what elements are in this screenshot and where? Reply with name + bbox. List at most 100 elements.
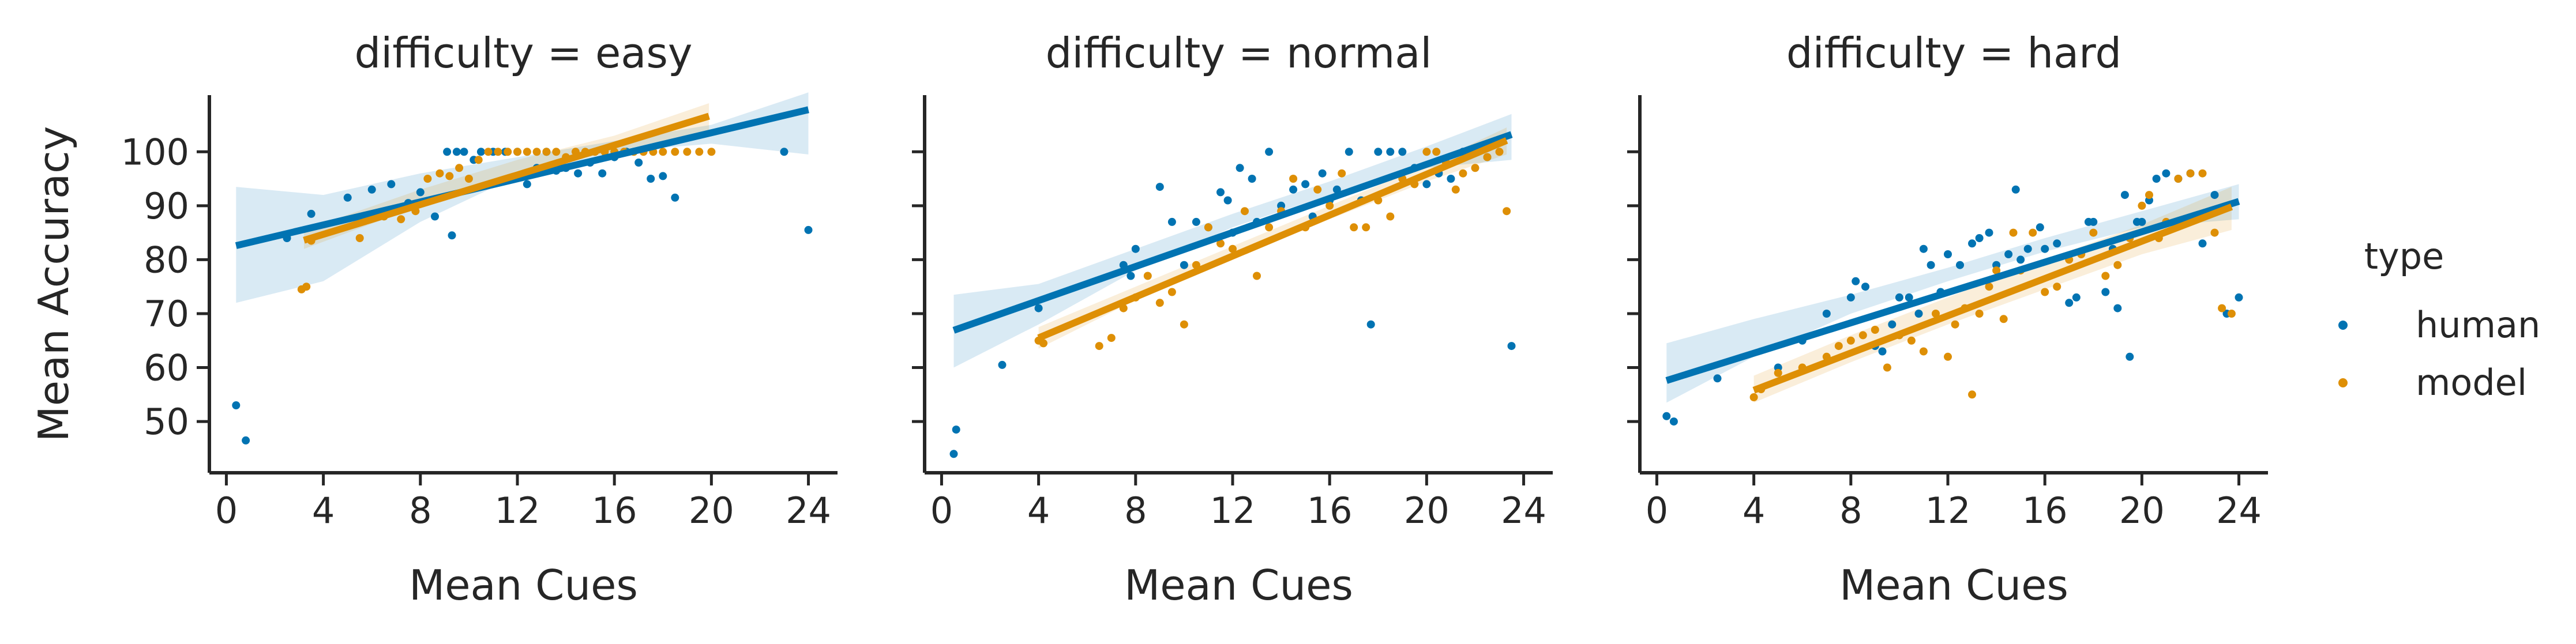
legend-title: type	[2364, 235, 2444, 277]
data-point-human	[2017, 255, 2025, 264]
data-point-human	[1905, 293, 1913, 302]
data-point-model	[2101, 272, 2110, 280]
data-point-model	[1846, 336, 1855, 345]
x-tick-label: 4	[1027, 489, 1050, 532]
legend-label-human: human	[2416, 304, 2540, 346]
data-point-model	[302, 283, 311, 291]
data-point-human	[1398, 148, 1407, 156]
data-point-human	[448, 231, 456, 240]
data-point-model	[2053, 283, 2061, 291]
data-point-model	[523, 148, 531, 156]
data-point-model	[1338, 169, 1346, 178]
data-point-human	[952, 425, 960, 434]
data-point-human	[2113, 304, 2122, 312]
data-point-human	[1507, 342, 1516, 351]
regression-line-human	[1665, 198, 2240, 384]
data-point-model	[2145, 191, 2153, 199]
data-point-model	[1907, 336, 1916, 345]
data-point-human	[1318, 169, 1327, 178]
x-tick-label: 16	[2022, 489, 2068, 532]
data-point-human	[523, 180, 531, 189]
data-point-human	[1944, 250, 1952, 258]
data-point-model	[1350, 223, 1358, 232]
data-point-model	[1951, 320, 1959, 329]
data-point-human	[1034, 304, 1043, 312]
data-point-human	[1126, 272, 1135, 280]
data-point-model	[435, 169, 444, 178]
data-point-human	[343, 193, 352, 202]
data-point-human	[2053, 239, 2061, 248]
data-point-human	[1386, 148, 1395, 156]
data-point-model	[1968, 390, 1976, 399]
data-point-human	[1975, 234, 1984, 242]
data-point-model	[1992, 266, 2001, 275]
data-point-model	[2089, 228, 2098, 237]
panel-title: difficulty = easy	[354, 29, 692, 77]
data-point-model	[1107, 334, 1116, 342]
data-point-human	[1895, 293, 1903, 302]
data-point-model	[542, 148, 551, 156]
data-point-human	[1888, 320, 1897, 329]
data-point-human	[1919, 244, 1928, 253]
data-point-model	[1495, 148, 1504, 156]
y-tick-label: 90	[144, 185, 189, 227]
data-point-human	[1914, 310, 1923, 318]
regression-line-model	[1752, 204, 2233, 394]
data-point-model	[1459, 169, 1467, 178]
data-point-human	[1180, 261, 1188, 269]
data-point-human	[416, 188, 425, 197]
data-point-human	[1422, 180, 1431, 189]
data-point-model	[2041, 288, 2049, 296]
data-point-human	[2235, 293, 2243, 302]
data-point-model	[1253, 272, 1261, 280]
data-point-model	[1985, 283, 1993, 291]
data-point-model	[1999, 315, 2008, 323]
x-tick-label: 24	[2216, 489, 2262, 532]
data-point-human	[598, 169, 607, 178]
regression-line-model	[1037, 137, 1508, 341]
data-point-human	[1155, 183, 1164, 191]
confidence-band-human	[236, 92, 809, 303]
data-point-human	[2004, 250, 2013, 258]
facet-panel-1: difficulty = normal 0 4 8 12 16 20 24 Mean Cues	[912, 29, 1553, 609]
data-point-human	[1846, 293, 1855, 302]
data-point-model	[532, 148, 541, 156]
data-point-human	[2011, 185, 2020, 194]
regression-line-model	[303, 112, 710, 244]
data-point-model	[494, 148, 502, 156]
data-point-human	[1861, 283, 1869, 291]
data-point-model	[1483, 153, 1492, 161]
data-point-model	[513, 148, 521, 156]
x-tick-label: 20	[1404, 489, 1450, 532]
data-point-model	[1362, 223, 1370, 232]
legend-label-model: model	[2416, 361, 2527, 404]
x-tick-label: 0	[1646, 489, 1668, 532]
data-point-model	[423, 175, 432, 183]
data-point-model	[1386, 212, 1395, 221]
x-tick-label: 4	[1743, 489, 1765, 532]
confidence-band-human	[1666, 184, 2239, 403]
data-point-human	[1374, 148, 1383, 156]
data-point-model	[2198, 169, 2207, 178]
data-point-human	[1265, 148, 1274, 156]
y-tick-label: 50	[144, 401, 189, 443]
data-point-model	[659, 148, 667, 156]
data-point-model	[1143, 272, 1152, 280]
data-point-model	[1858, 331, 1867, 340]
data-point-human	[460, 148, 468, 156]
x-tick-label: 24	[1501, 489, 1546, 532]
data-point-human	[1985, 228, 1993, 237]
data-point-human	[1366, 320, 1375, 329]
data-point-human	[452, 148, 461, 156]
data-point-human	[634, 159, 643, 167]
legend-marker-model	[2338, 378, 2348, 387]
data-point-human	[2072, 293, 2081, 302]
data-point-human	[2065, 299, 2074, 307]
y-tick-label: 70	[144, 293, 189, 335]
data-point-human	[1223, 196, 1232, 205]
data-point-model	[1155, 299, 1164, 307]
data-point-human	[1248, 175, 1256, 183]
data-point-model	[1216, 239, 1225, 248]
data-point-human	[2041, 244, 2049, 253]
